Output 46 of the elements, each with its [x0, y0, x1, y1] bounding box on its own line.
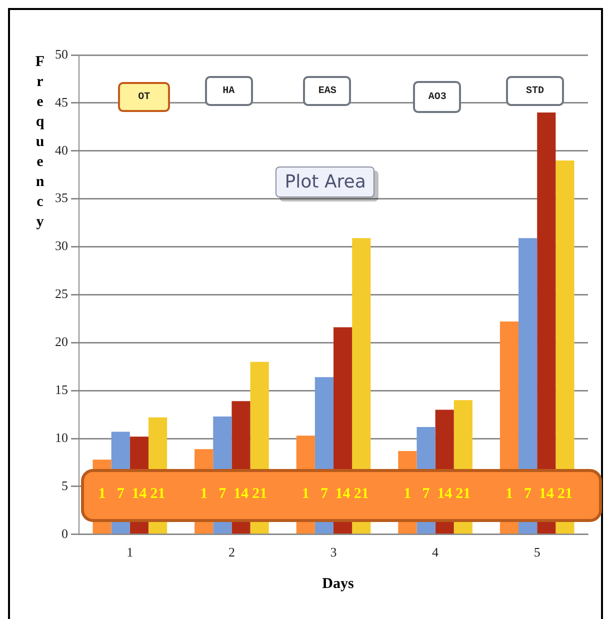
text: 14 — [335, 486, 350, 502]
text: 14 — [233, 486, 248, 502]
x-tick-label: 4 — [432, 544, 440, 560]
x-tick-label: 1 — [126, 544, 134, 560]
x-tick-label: 2 — [228, 544, 235, 560]
x-tick-label: 5 — [534, 544, 540, 560]
text: Frequency — [35, 54, 45, 230]
label-box: STD — [506, 76, 564, 106]
annotation: STD — [526, 86, 544, 97]
text: 7 — [116, 486, 124, 502]
category-label: 1 — [505, 486, 513, 502]
y-tick-label: 20 — [55, 334, 68, 350]
series-label: 21 — [456, 486, 471, 502]
y-tick-label: 30 — [55, 238, 68, 254]
text: 14 — [132, 486, 147, 502]
annotation: AO3 — [428, 92, 446, 103]
x-tick-label: 3 — [330, 544, 337, 560]
text: 21 — [557, 486, 572, 502]
y-tick-label: 15 — [55, 382, 68, 397]
text: 21 — [150, 486, 166, 502]
y-tick-label: 40 — [55, 142, 68, 158]
x-axis-title: Days — [321, 576, 355, 593]
annotation: Plot Area — [284, 171, 366, 192]
label-box: AO3 — [413, 81, 462, 114]
annotation: HA — [222, 86, 235, 97]
text: 14 — [437, 486, 452, 502]
y-tick-label: 35 — [55, 190, 68, 206]
y-tick-label: 45 — [55, 94, 68, 110]
text: 7 — [218, 486, 226, 502]
y-tick-label: 0 — [62, 526, 68, 541]
text: 7 — [422, 486, 430, 502]
annotation: OT — [138, 92, 150, 103]
y-tick-label: 25 — [55, 286, 68, 302]
label-box: OT — [118, 82, 170, 112]
text: 21 — [252, 486, 268, 502]
y-tick-label: 10 — [55, 430, 68, 445]
text: 21 — [354, 486, 369, 502]
annotation: EAS — [318, 86, 336, 97]
y-tick-label: 5 — [62, 478, 68, 493]
series-label: 7 — [524, 486, 532, 502]
label-box: HA — [204, 76, 253, 106]
label-box: EAS — [303, 76, 352, 106]
tooltip-box: Plot Area — [276, 166, 375, 198]
y-tick-label: 50 — [55, 46, 68, 62]
series-label: 14 — [538, 486, 554, 502]
text: 7 — [320, 486, 328, 502]
